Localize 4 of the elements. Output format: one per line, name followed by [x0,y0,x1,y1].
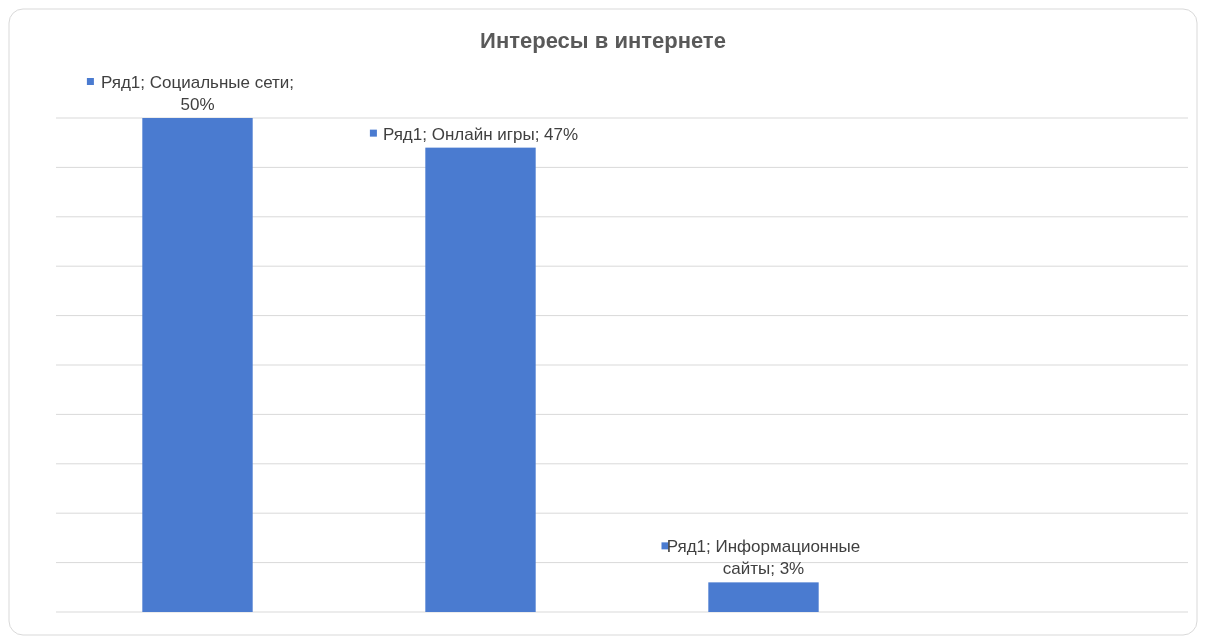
chart-title: Интересы в интернете [480,28,726,53]
data-label: Ряд1; Социальные сети; 50% [100,73,295,114]
data-label: Ряд1; Информационные сайты; 3% [666,537,861,579]
data-label: Ряд1; Онлайн игры; 47% [382,124,579,144]
